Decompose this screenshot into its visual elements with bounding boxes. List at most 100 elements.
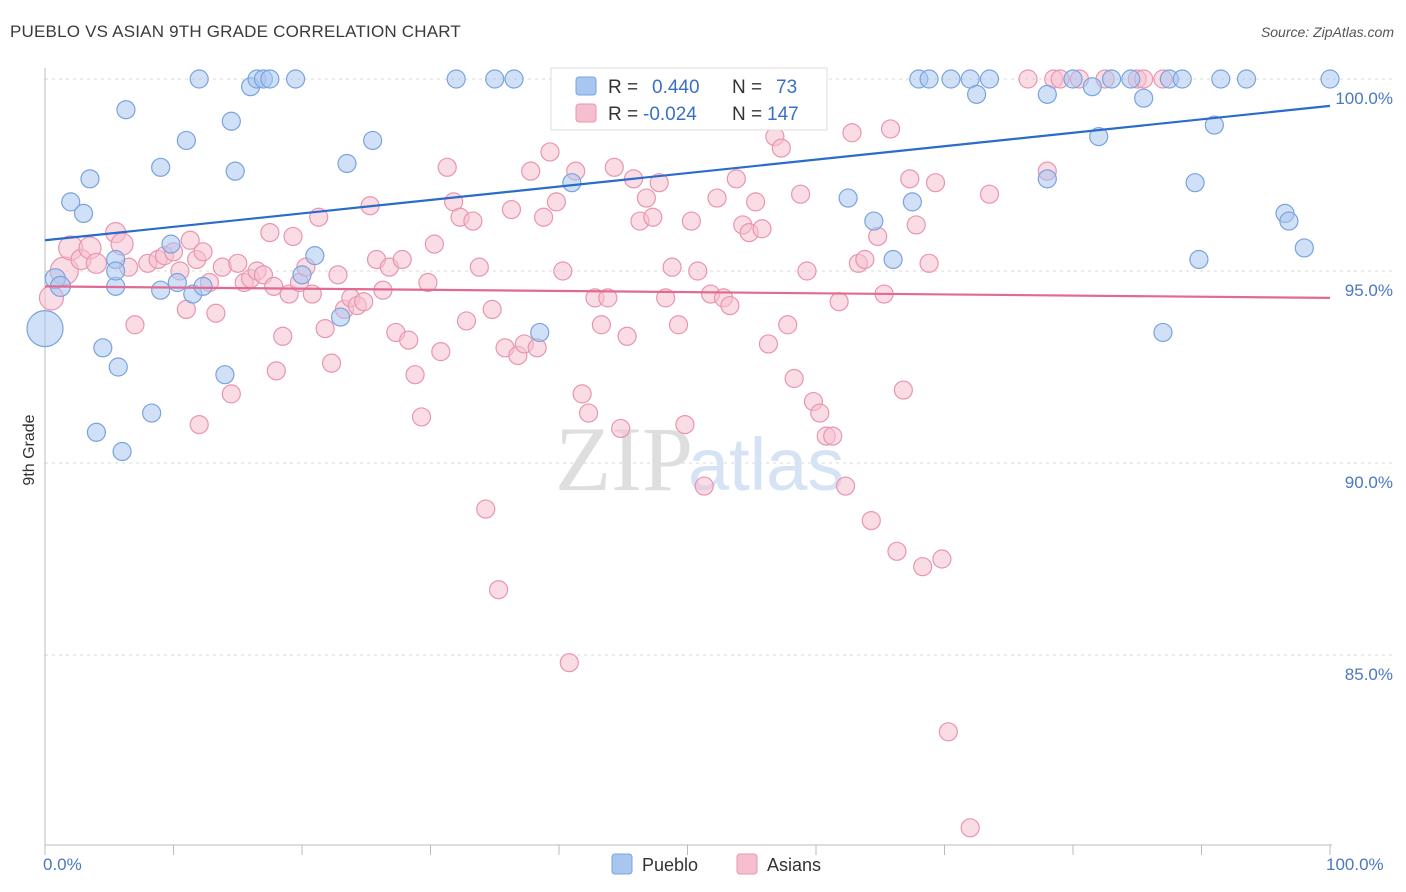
y-tick-label-0: 85.0% [1345,665,1393,684]
pueblo-point-56 [1037,84,1057,104]
bottom-legend: Pueblo Asians [611,853,821,875]
asians-point-58 [437,157,457,177]
pueblo-point-59 [1082,77,1102,97]
asians-point-80 [578,403,599,423]
asians-point-77 [559,653,579,673]
asians-point-96 [681,211,701,231]
asians-point-129 [893,380,913,400]
asians-point-135 [932,549,952,569]
asians-point-66 [489,580,509,600]
asians-point-9 [125,315,145,335]
pueblo-point-23 [215,365,235,385]
trend-lines [44,104,1331,299]
asians-point-21 [206,303,226,323]
legend-swatch-asians [575,103,597,123]
legend-n-value-pueblo: 73 [776,77,797,98]
pueblo-point-66 [1172,69,1192,89]
gridlines [45,78,1392,656]
pueblo-point-37 [485,69,505,89]
y-axis-label: 9th Grade [21,414,38,485]
asians-point-133 [919,253,939,273]
asians-point-51 [392,249,412,270]
pueblo-point-0 [26,310,64,348]
legend-swatch-pueblo [575,76,597,96]
pueblo-point-25 [225,161,245,181]
pueblo-point-32 [305,246,325,266]
pueblo-point-17 [161,234,181,254]
legend-r-value-asians: -0.024 [643,104,697,125]
asians-point-113 [790,184,811,204]
asians-point-19 [193,242,213,262]
pueblo-point-13 [116,100,136,120]
asians-point-107 [752,219,772,239]
asians-point-120 [835,476,856,496]
asians-point-116 [810,403,830,423]
asians-point-124 [861,510,881,531]
pueblo-point-31 [292,265,312,285]
asians-point-118 [823,426,843,446]
asians-point-84 [604,157,624,177]
asians-point-114 [797,261,817,281]
pueblo-point-11 [108,357,128,377]
asians-point-39 [315,319,335,339]
bottom-legend-label-asians: Asians [767,855,821,875]
pueblo-point-24 [221,111,241,131]
asians-point-74 [540,142,560,162]
pueblo-point-39 [530,322,550,343]
pueblo-point-7 [86,422,107,442]
asians-point-97 [688,261,708,281]
pueblo-point-46 [838,188,858,208]
asians-point-111 [778,315,798,335]
y-tick-labels: 85.0% 90.0% 95.0% 100.0% [1335,89,1393,684]
asians-point-139 [1018,69,1038,89]
asians-point-68 [501,199,522,220]
pueblo-point-12 [112,441,132,462]
asians-point-64 [476,499,496,519]
asians-point-134 [925,173,946,193]
pueblo-point-67 [1185,173,1205,193]
pueblo-point-68 [1189,249,1209,270]
asians-point-110 [771,138,791,158]
asians-point-106 [746,192,766,212]
legend-box: R = 0.440 N = 73 R = -0.024 N = 147 [550,67,828,131]
asians-point-108 [758,334,779,354]
pueblo-point-47 [864,211,884,231]
chart-title: PUEBLO VS ASIAN 9TH GRADE CORRELATION CH… [10,22,462,41]
legend-r-value-pueblo: 0.440 [652,77,700,98]
pueblo-point-62 [1121,69,1141,89]
pueblo-point-19 [176,130,196,151]
asians-point-30 [264,276,284,296]
pueblo-point-22 [193,276,213,296]
pueblo-point-16 [151,280,171,300]
asians-point-130 [900,169,920,189]
asians-point-76 [553,261,573,281]
asians-point-132 [913,557,933,577]
asians-point-102 [720,295,740,316]
pueblo-point-10 [106,261,126,281]
asians-point-138 [979,184,1000,204]
asians-point-112 [784,368,804,389]
asians-point-85 [611,418,631,439]
asians-point-79 [572,384,592,404]
pueblo-point-70 [1211,69,1231,89]
x-tick-label-min: 0.0% [43,855,82,874]
asians-point-54 [411,407,432,427]
asians-point-29 [260,223,280,243]
asians-point-32 [273,326,293,346]
legend-r-label-pueblo: R = [608,77,638,98]
asians-point-86 [617,326,637,346]
asians-point-123 [855,249,875,270]
pueblo-point-61 [1101,69,1122,89]
pueblo-point-15 [151,157,171,177]
pueblo-point-51 [919,69,939,89]
pueblo-point-40 [562,173,582,193]
pueblo-point-38 [504,69,524,89]
asians-point-18 [189,415,209,435]
pueblo-point-35 [363,130,383,151]
asians-point-71 [521,161,541,181]
pueblo-point-60 [1089,127,1109,147]
y-tick-label-1: 90.0% [1345,473,1393,492]
bottom-legend-swatch-asians [736,853,758,875]
bottom-legend-label-pueblo: Pueblo [642,855,698,875]
pueblo-point-71 [1236,69,1257,89]
